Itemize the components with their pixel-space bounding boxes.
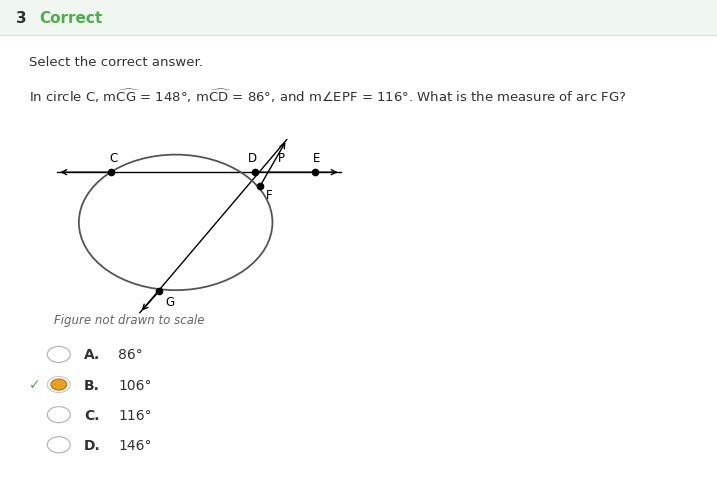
Text: 116°: 116°: [118, 408, 152, 422]
Circle shape: [51, 379, 67, 390]
Text: 86°: 86°: [118, 348, 143, 362]
Text: ✓: ✓: [29, 378, 40, 392]
Text: Figure not drawn to scale: Figure not drawn to scale: [54, 313, 204, 326]
Text: Select the correct answer.: Select the correct answer.: [29, 56, 203, 69]
Text: D.: D.: [84, 438, 100, 452]
Text: 146°: 146°: [118, 438, 152, 452]
Text: Correct: Correct: [39, 11, 103, 26]
Text: In circle C, m$\widehat{\mathregular{CG}}$ = 148°, m$\widehat{\mathregular{CD}}$: In circle C, m$\widehat{\mathregular{CG}…: [29, 87, 627, 105]
Text: E: E: [313, 152, 320, 165]
Text: A.: A.: [84, 348, 100, 362]
Text: 3: 3: [16, 11, 27, 26]
Text: D: D: [248, 152, 257, 165]
Text: C.: C.: [84, 408, 100, 422]
Text: F: F: [266, 189, 272, 202]
Bar: [0, 0, 717, 36]
Text: G: G: [165, 296, 174, 309]
Text: 106°: 106°: [118, 378, 152, 392]
Text: P: P: [278, 152, 285, 165]
Text: C: C: [109, 152, 118, 165]
Text: B.: B.: [84, 378, 100, 392]
